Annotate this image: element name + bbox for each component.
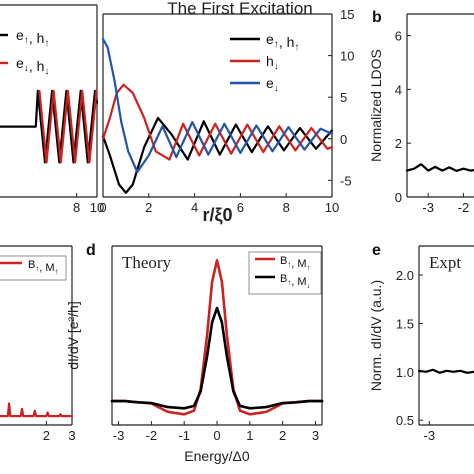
x-tick-label-c: 3: [68, 428, 75, 443]
legend-label-a-main: e↑, h↑: [266, 31, 299, 53]
x-tick-label-b: -3: [422, 200, 434, 215]
y-tick-label-e: 1.0: [396, 365, 414, 380]
x-tick-label-a-main: 2: [145, 200, 152, 215]
x-tick-label-d: 0: [213, 428, 220, 443]
series-line-a-left-1: [38, 89, 98, 164]
y-tick-label-b: 2: [395, 136, 402, 151]
legend-label-c: B↑, M↑: [28, 259, 59, 276]
x-tick-label-e: -3: [424, 428, 436, 443]
series-line-a-main-0: [101, 116, 334, 194]
series-line-b-0: [405, 163, 474, 172]
y-tick-label-b: 4: [395, 82, 402, 97]
panel-letter-d: d: [86, 242, 96, 259]
panel-e: -3 0.5 1.0 1.5 2.0 Norm. dI/dV (a.u.) Expt: [368, 245, 474, 443]
legend-box-c: [0, 255, 67, 281]
x-tick-label-a-main: 6: [237, 200, 244, 215]
x-tick-label-b: -2: [458, 200, 470, 215]
x-tick-label-a-main: 8: [283, 200, 290, 215]
y-tick-label-a-main: 10: [340, 49, 354, 64]
y-tick-label-a-main: 15: [340, 7, 354, 22]
legend-label-a-main: h↓: [266, 53, 279, 72]
y-tick-label-a-main: 5: [340, 90, 347, 105]
y-tick-label-b: 0: [395, 190, 402, 205]
y-tick-label-e: 1.5: [396, 316, 414, 331]
x-tick-label-a-main: 10: [325, 200, 339, 215]
x-tick-label-a-left: 8: [73, 200, 80, 215]
panel-letter-b: b: [372, 9, 382, 26]
legend-label-a-main: e↓: [266, 75, 279, 94]
x-tick-label-d: 2: [279, 428, 286, 443]
y-axis-label-e: Norm. dI/dV (a.u.): [368, 280, 384, 391]
x-tick-label-a-main: 0: [99, 200, 106, 215]
y-axis-label-b: Normalized LDOS: [368, 49, 384, 162]
x-tick-label-d: 3: [312, 428, 319, 443]
y-axis-label-d: dI/dV [e²/h]: [65, 301, 81, 369]
x-tick-label-a-left: 10: [90, 200, 104, 215]
panel-annotation-d: Theory: [122, 253, 172, 272]
panel-annotation-e: Expt: [429, 253, 461, 272]
x-tick-label-a-main: 4: [191, 200, 198, 215]
x-tick-label-c: 2: [43, 428, 50, 443]
x-tick-label-d: -2: [146, 428, 158, 443]
x-axis-label-d: Energy/Δ0: [184, 448, 250, 464]
panel-c: 2 3 B↑, M↑: [0, 245, 76, 443]
panel-letter-e: e: [372, 242, 381, 259]
series-line-d-0: [110, 259, 324, 416]
legend-label-a-left: e↑, h↑: [16, 27, 49, 49]
panel-b: -3 -2 0 2 4 6 Normalized LDOS: [368, 13, 474, 215]
y-tick-label-e: 0.5: [396, 413, 414, 428]
x-tick-label-d: -3: [113, 428, 125, 443]
panel-a-left: 8 10 e↑, h↑ e↓, h↓: [0, 4, 104, 215]
x-axis-label-a-main: r/ξ0: [202, 205, 232, 226]
panel-a-title: The First Excitation: [167, 0, 313, 18]
series-line-e-0: [417, 368, 474, 374]
y-tick-label-a-main: -5: [340, 173, 352, 188]
legend-label-a-left: e↓, h↓: [16, 55, 49, 77]
series-line-a-left-0: [0, 89, 99, 164]
legend-label-d: B↑, M↓: [280, 273, 311, 290]
series-line-c-0: [0, 402, 74, 418]
y-tick-label-a-main: 0: [340, 132, 347, 147]
series-line-a-main-1: [101, 83, 334, 161]
y-tick-label-b: 6: [395, 29, 402, 44]
series-line-a-main-2: [101, 37, 334, 174]
series-line-d-1: [110, 306, 324, 410]
legend-label-d: B↑, M↑: [280, 255, 311, 272]
panel-d: -3 -2 -1 0 1 2 3 dI/dV [e²/h] Energy/Δ0 Theory B↑,…: [65, 245, 324, 464]
x-tick-label-d: 1: [246, 428, 253, 443]
y-tick-label-e: 2.0: [396, 268, 414, 283]
x-tick-label-d: -1: [178, 428, 190, 443]
